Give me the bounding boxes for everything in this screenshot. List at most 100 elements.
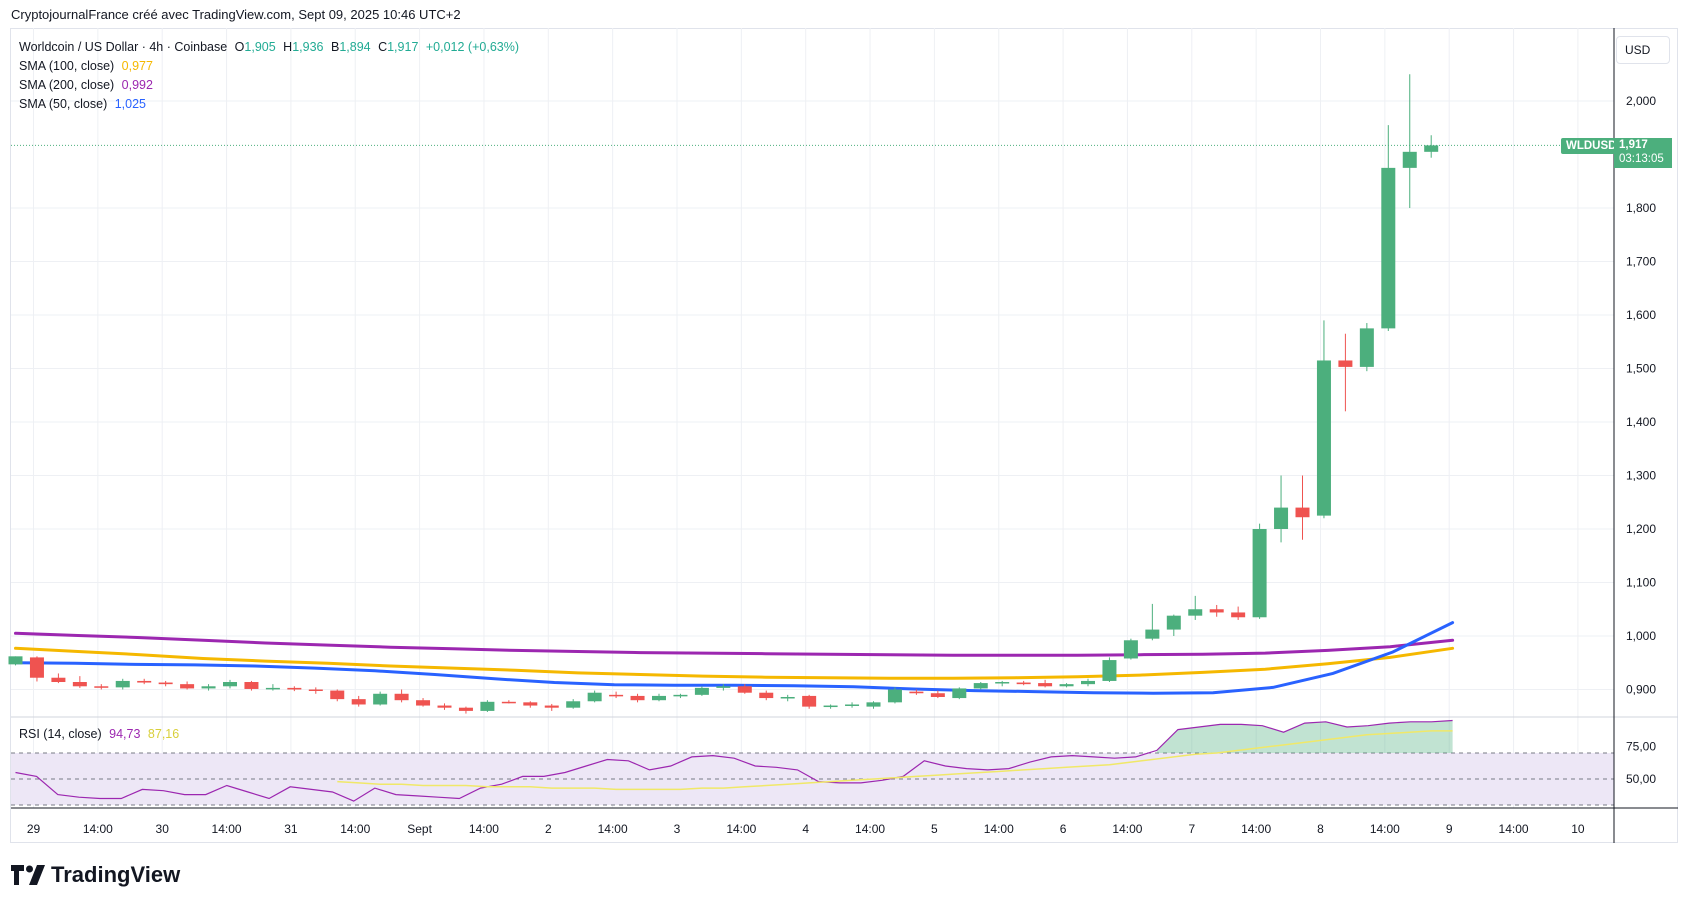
price-tick-label: 1,700: [1626, 255, 1656, 269]
price-tick-label: 1,000: [1626, 629, 1656, 643]
legend-rsi-label: RSI (14, close): [19, 727, 102, 741]
legend-sma100-value: 0,977: [121, 59, 153, 73]
time-tick-label: 14:00: [83, 822, 113, 836]
legend-open-label: O: [234, 40, 245, 54]
tradingview-logo[interactable]: TradingView: [11, 862, 180, 888]
price-tick-label: 1,400: [1626, 415, 1656, 429]
candle-body: [115, 680, 130, 688]
legend-close-label: C: [378, 40, 388, 54]
tradingview-logo-icon: [11, 865, 45, 885]
legend-sma200-row: SMA (200, close) 0,992: [19, 78, 153, 92]
rsi-tick-label: 50,00: [1626, 772, 1656, 786]
candle-body: [716, 686, 731, 688]
candle-body: [158, 682, 173, 685]
candle-body: [501, 701, 516, 704]
legend-rsi-value: 94,73: [109, 727, 141, 741]
candle-body: [780, 696, 795, 699]
candle-body: [673, 694, 688, 697]
sma50-line: [14, 621, 1455, 695]
candle-body: [1081, 680, 1095, 685]
price-tick-label: 1,200: [1626, 522, 1656, 536]
candle-body: [8, 656, 23, 665]
time-tick-label: 31: [284, 822, 298, 836]
candle-body: [630, 695, 645, 701]
time-tick-label: 9: [1446, 822, 1453, 836]
price-tick-label: 0,900: [1626, 683, 1656, 697]
rsi-ma-line: [337, 730, 1453, 791]
candle-body: [1295, 507, 1310, 518]
candle-body: [694, 687, 709, 695]
candle-body: [330, 690, 345, 700]
bar-countdown: 03:13:05: [1619, 153, 1664, 165]
candle-body: [351, 699, 366, 705]
chart-frame: [10, 28, 1678, 843]
candle-body: [201, 686, 216, 689]
candle-body: [223, 682, 237, 687]
candle-body: [759, 692, 774, 699]
candle-body: [909, 691, 924, 694]
price-tick-label: 1,100: [1626, 576, 1656, 590]
candle-body: [1359, 328, 1374, 367]
candle-body: [373, 693, 388, 705]
time-tick-label: 14:00: [212, 822, 242, 836]
rsi-line: [15, 719, 1453, 802]
time-tick-label: 10: [1571, 822, 1585, 836]
time-tick-label: 14:00: [598, 822, 628, 836]
last-price-symbol-tag: WLDUSD: [1561, 138, 1622, 154]
time-tick-label: 5: [931, 822, 938, 836]
candle-body: [609, 694, 624, 697]
legend-sma200-value: 0,992: [121, 78, 153, 92]
time-tick-label: 4: [802, 822, 809, 836]
time-tick-label: 14:00: [1112, 822, 1142, 836]
candle-body: [952, 688, 967, 699]
legend-symbol: Worldcoin / US Dollar · 4h · Coinbase: [19, 40, 228, 54]
candle-body: [72, 682, 87, 687]
time-tick-label: 7: [1188, 822, 1195, 836]
candle-body: [244, 682, 259, 689]
chart-caption: CryptojournalFrance créé avec TradingVie…: [11, 7, 461, 22]
candle-body: [1102, 660, 1117, 681]
legend-sma100-row: SMA (100, close) 0,977: [19, 59, 153, 73]
time-tick-label: 14:00: [726, 822, 756, 836]
candle-body: [995, 682, 1010, 684]
rsi-overbought-fill: [1156, 720, 1453, 753]
candle-body: [1252, 529, 1267, 618]
legend-change: +0,012 (+0,63%): [425, 40, 519, 54]
candle-body: [1209, 609, 1224, 613]
time-tick-label: 14:00: [1370, 822, 1400, 836]
time-tick-label: 6: [1060, 822, 1067, 836]
legend-high-label: H: [283, 40, 293, 54]
candle-body: [1424, 145, 1439, 152]
candle-body: [1402, 151, 1417, 168]
candle-body: [587, 692, 602, 702]
last-price-tag: 1,917 03:13:05: [1614, 138, 1672, 168]
currency-button[interactable]: USD: [1616, 36, 1670, 64]
candle-body: [1381, 167, 1396, 329]
time-tick-label: 14:00: [469, 822, 499, 836]
candle-body: [1016, 682, 1031, 685]
time-tick-label: 14:00: [1499, 822, 1529, 836]
candle-body: [287, 687, 302, 690]
legend-low: 1,894: [339, 40, 371, 54]
candle-body: [1123, 640, 1138, 659]
candle-body: [1316, 360, 1331, 516]
candle-body: [866, 702, 881, 707]
candle-body: [652, 695, 666, 701]
time-tick-label: 29: [27, 822, 41, 836]
candle-body: [930, 693, 945, 697]
legend-symbol-row: Worldcoin / US Dollar · 4h · Coinbase O 1…: [19, 40, 519, 54]
time-tick-label: 8: [1317, 822, 1324, 836]
legend-sma50-value: 1,025: [114, 97, 146, 111]
time-tick-label: 3: [674, 822, 681, 836]
candle-body: [544, 705, 559, 708]
candle-body: [51, 677, 66, 683]
candle-body: [1231, 612, 1246, 618]
candle-body: [437, 705, 452, 708]
legend-sma200-label: SMA (200, close): [19, 78, 115, 92]
candle-body: [973, 683, 988, 689]
price-tick-label: 1,600: [1626, 308, 1656, 322]
candle-body: [29, 657, 44, 678]
candle-body: [1166, 615, 1181, 630]
price-tick-label: 1,800: [1626, 201, 1656, 215]
